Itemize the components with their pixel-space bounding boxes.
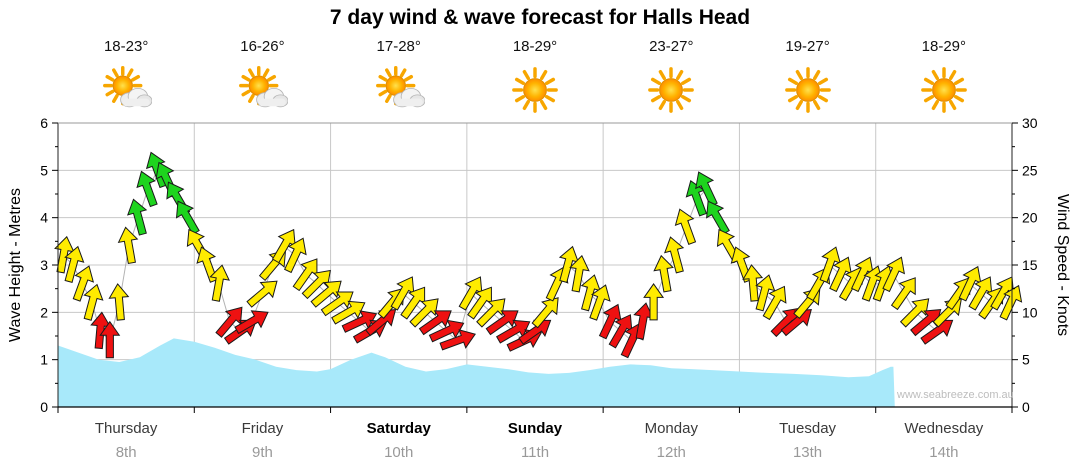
- wind-arrow: [755, 274, 776, 312]
- temp-range: 23-27°: [649, 38, 694, 55]
- wind-tick-label: 20: [1022, 210, 1038, 226]
- day-name-monday: Monday: [644, 420, 698, 437]
- wind-arrow: [890, 277, 916, 311]
- day-date: 9th: [251, 444, 273, 461]
- temp-range: 16-26°: [240, 38, 285, 55]
- wind-arrow: [246, 280, 278, 308]
- weather-icon-sunny: [784, 67, 831, 113]
- day-name-saturday: Saturday: [366, 420, 431, 437]
- wind-arrow: [72, 265, 95, 302]
- weather-icon-sunny: [920, 67, 967, 113]
- wind-arrow: [418, 310, 452, 336]
- wind-arrow: [882, 256, 905, 293]
- day-name-wednesday: Wednesday: [904, 420, 984, 437]
- wind-arrow: [196, 246, 218, 283]
- wind-tick-label: 0: [1022, 399, 1030, 415]
- day-date: 10th: [384, 444, 414, 461]
- wind-arrow: [428, 319, 465, 343]
- wind-arrow: [762, 285, 787, 321]
- wind-tick-label: 10: [1022, 304, 1038, 320]
- wind-arrow: [899, 298, 930, 328]
- wind-arrow: [175, 200, 200, 235]
- wave-tick-label: 3: [40, 257, 48, 273]
- wave-tick-label: 2: [40, 304, 48, 320]
- wave-tick-label: 0: [40, 399, 48, 415]
- wind-arrow: [108, 283, 130, 321]
- day-name-thursday: Thursday: [94, 420, 158, 437]
- day-date: 12th: [656, 444, 686, 461]
- day-date: 8th: [115, 444, 137, 461]
- wind-tick-label: 30: [1022, 115, 1038, 131]
- wind-arrow: [663, 236, 685, 274]
- wind-arrow: [653, 254, 674, 293]
- wind-arrow: [126, 198, 148, 236]
- wind-arrow: [99, 320, 121, 359]
- wind-arrow: [409, 298, 439, 328]
- page-title: 7 day wind & wave forecast for Halls Hea…: [329, 6, 751, 29]
- wind-arrow: [978, 286, 1004, 320]
- day-name-tuesday: Tuesday: [779, 420, 837, 437]
- wind-arrow: [145, 151, 168, 189]
- wind-arrow: [331, 300, 366, 325]
- weather-icon-partly-cloudy: [239, 65, 289, 108]
- weather-icon-sunny: [648, 67, 695, 113]
- weather-icon-sunny: [512, 67, 558, 113]
- day-date: 11th: [520, 444, 550, 461]
- wind-arrow: [341, 310, 378, 333]
- temp-range: 18-29°: [921, 38, 967, 55]
- wind-arrow: [83, 283, 104, 321]
- temp-range: 19-27°: [785, 38, 830, 55]
- wind-tick-label: 5: [1022, 352, 1030, 368]
- day-date: 14th: [929, 444, 959, 461]
- day-name-sunday: Sunday: [507, 420, 563, 437]
- wind-arrow: [136, 170, 158, 208]
- temp-range: 17-28°: [376, 38, 421, 55]
- wind-arrow: [999, 284, 1023, 321]
- wind-arrow: [569, 254, 590, 293]
- wind-arrow: [485, 310, 519, 336]
- wind-arrow: [531, 297, 559, 329]
- wind-arrow: [117, 226, 139, 265]
- wind-arrow: [283, 237, 307, 274]
- wave-height-area: [58, 338, 895, 407]
- wind-arrow: [674, 208, 697, 245]
- wave-tick-label: 1: [40, 352, 48, 368]
- wind-arrow: [320, 291, 354, 317]
- wind-arrow: [439, 329, 476, 351]
- wind-arrow: [476, 298, 506, 328]
- watermark: www.seabreeze.com.au: [897, 389, 1014, 401]
- day-name-friday: Friday: [241, 420, 284, 437]
- wind-arrow: [215, 306, 243, 338]
- temp-range: 18-23°: [103, 38, 149, 55]
- wind-arrow: [234, 310, 269, 335]
- wind-arrow: [310, 280, 342, 308]
- wave-tick-label: 5: [40, 162, 48, 178]
- day-date: 13th: [792, 444, 823, 461]
- wind-arrow: [589, 284, 611, 321]
- wind-arrow: [301, 269, 331, 300]
- wind-arrow: [742, 264, 764, 302]
- wind-arrow: [64, 245, 85, 283]
- weather-icon-partly-cloudy: [375, 65, 425, 108]
- wave-tick-label: 6: [40, 115, 48, 131]
- wind-arrow: [643, 283, 665, 321]
- weather-icon-partly-cloudy: [103, 65, 153, 108]
- wind-tick-label: 25: [1022, 162, 1038, 178]
- wind-arrow: [209, 264, 230, 302]
- temp-range: 18-29°: [512, 38, 558, 55]
- wind-tick-label: 15: [1022, 257, 1038, 273]
- wave-tick-label: 4: [40, 210, 48, 226]
